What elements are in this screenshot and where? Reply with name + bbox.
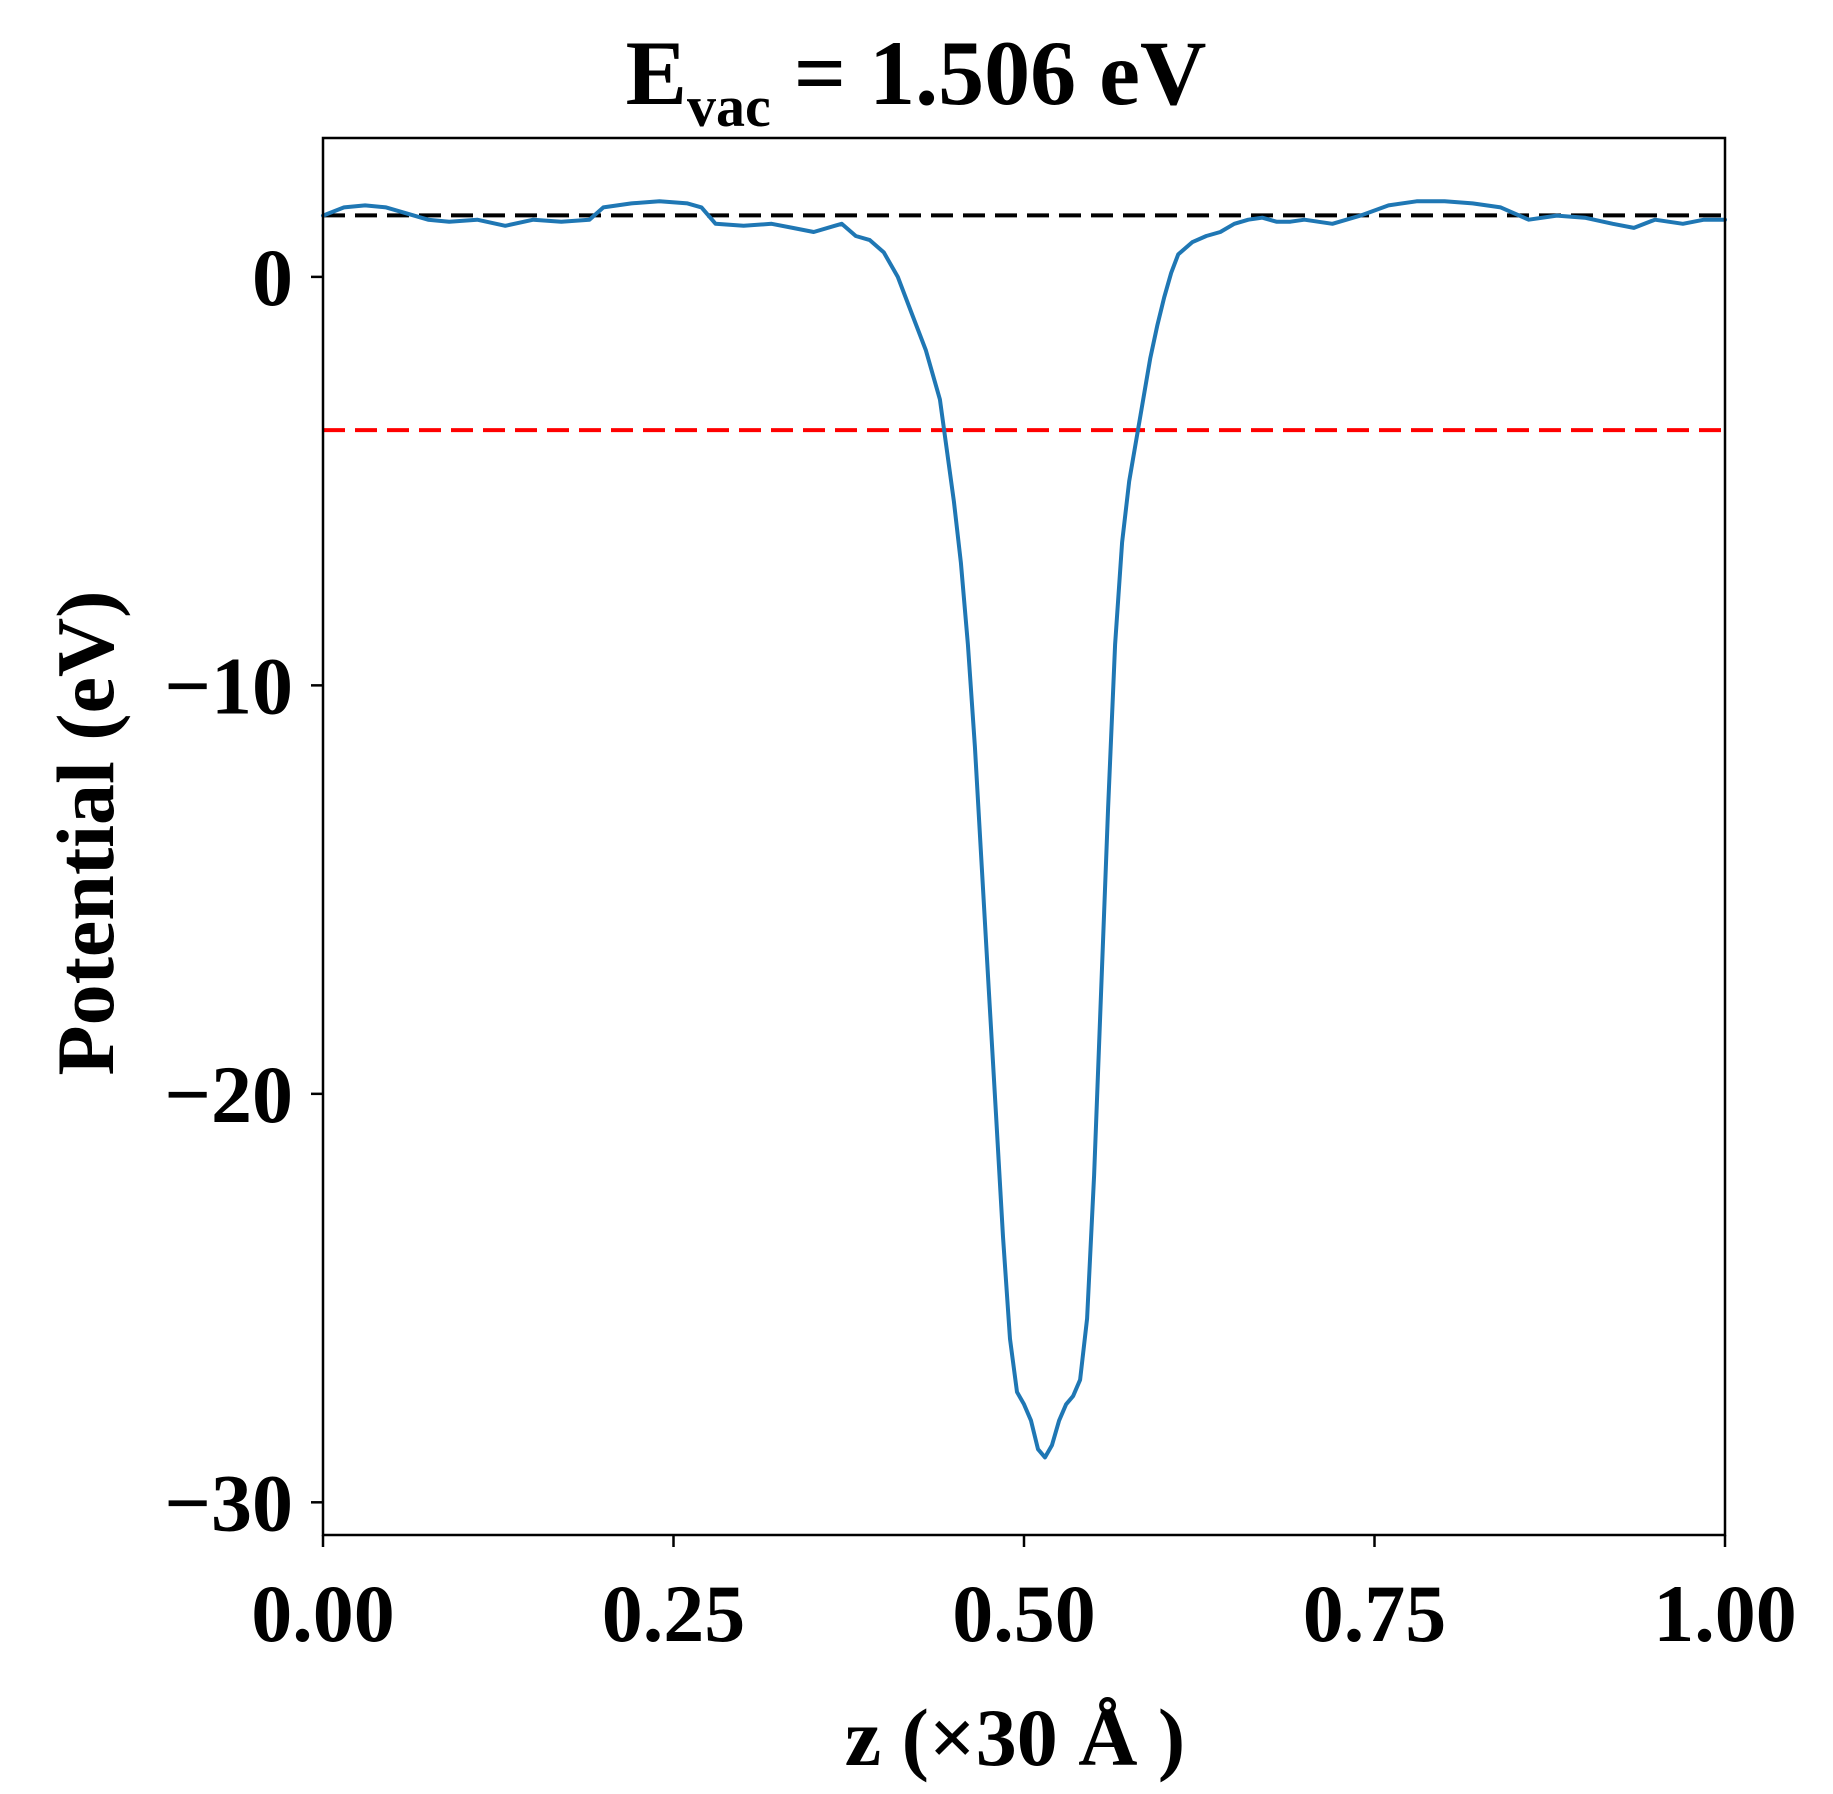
y-axis: 0 −10 −20 −30 xyxy=(164,232,323,1548)
y-tick-label: −10 xyxy=(164,640,293,731)
x-tick-label: 0.25 xyxy=(602,1568,746,1659)
chart-title: Evac = 1.506 eV xyxy=(626,22,1207,139)
x-tick-label: 0.00 xyxy=(251,1568,395,1659)
plot-layer xyxy=(321,199,1727,1460)
y-axis-label: Potential (eV) xyxy=(40,591,131,1076)
y-tick-label: −30 xyxy=(164,1457,293,1548)
y-tick-label: −20 xyxy=(164,1049,293,1140)
x-tick-label: 0.50 xyxy=(952,1568,1096,1659)
x-tick-label: 0.75 xyxy=(1303,1568,1447,1659)
series-line-0 xyxy=(321,199,1727,1460)
x-axis-label: z (×30 Å ) xyxy=(845,1692,1185,1783)
chart-title-rest: = 1.506 eV xyxy=(771,22,1207,124)
x-tick-label: 1.00 xyxy=(1653,1568,1797,1659)
chart-title-subscript: vac xyxy=(687,74,771,139)
plot-frame xyxy=(321,136,1727,1537)
x-axis: 0.00 0.25 0.50 0.75 1.00 xyxy=(251,1535,1797,1659)
y-tick-label: 0 xyxy=(252,232,293,323)
chart-title-main: E xyxy=(626,22,687,124)
